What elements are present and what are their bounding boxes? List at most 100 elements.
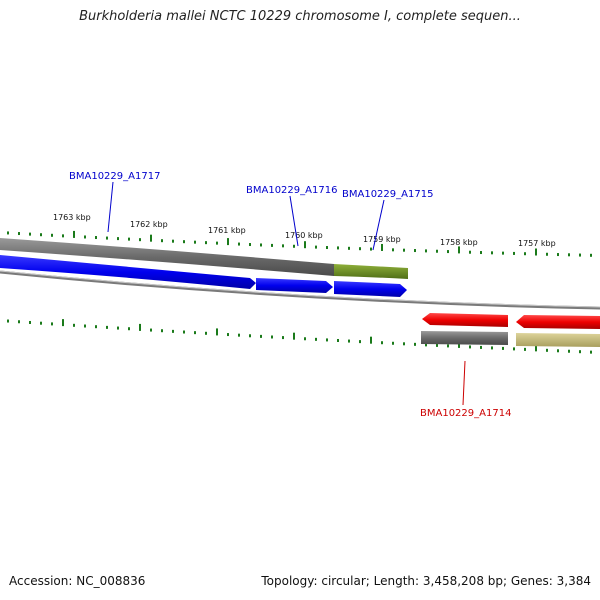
gc-mark: [183, 240, 185, 244]
gc-mark: [51, 322, 53, 326]
gc-mark: [172, 239, 174, 243]
gc-mark: [150, 234, 152, 242]
gc-mark: [348, 246, 350, 250]
gc-mark: [535, 248, 537, 256]
gene-arrow-A1716[interactable]: [256, 278, 333, 293]
gene-label-A1716[interactable]: BMA10229_A1716: [246, 185, 337, 196]
gc-mark: [579, 253, 581, 257]
leader-line: [289, 195, 299, 247]
cds-track-band: [0, 238, 334, 276]
gc-mark: [205, 241, 207, 245]
accession-label: Accession: NC_008836: [9, 574, 146, 588]
gene-label-A1717[interactable]: BMA10229_A1717: [69, 171, 160, 182]
gene-arrow-reverse-2[interactable]: [516, 315, 600, 329]
gc-mark: [304, 241, 306, 249]
gc-mark: [502, 251, 504, 255]
gc-mark: [403, 342, 405, 346]
gc-mark: [139, 238, 141, 242]
gc-mark: [117, 326, 119, 330]
tick-label: 1759 kbp: [363, 235, 401, 244]
gc-mark: [293, 244, 295, 248]
gene-arrow-A1717[interactable]: [0, 255, 256, 289]
gc-mark: [557, 253, 559, 257]
gc-mark: [249, 334, 251, 338]
gene-label-A1714[interactable]: BMA10229_A1714: [420, 408, 511, 419]
gc-mark: [535, 344, 537, 352]
gc-mark: [194, 331, 196, 335]
gc-mark: [337, 338, 339, 342]
gc-mark: [73, 323, 75, 327]
gc-mark: [260, 334, 262, 338]
genome-backbone: [0, 270, 600, 310]
gc-mark: [172, 329, 174, 333]
gc-mark: [271, 335, 273, 339]
gc-mark: [447, 344, 449, 348]
gc-mark: [84, 235, 86, 239]
gc-mark: [62, 319, 64, 327]
gc-mark: [106, 325, 108, 329]
gc-mark: [293, 332, 295, 340]
tick-label: 1763 kbp: [53, 213, 91, 222]
leader-line: [107, 181, 114, 233]
gc-mark: [29, 320, 31, 324]
gc-mark: [216, 328, 218, 336]
gc-mark: [557, 349, 559, 353]
gc-mark: [238, 333, 240, 337]
gc-mark: [40, 233, 42, 237]
gc-mark: [128, 237, 130, 241]
gc-mark: [161, 239, 163, 243]
feature-khaki: [516, 333, 600, 347]
gc-mark: [381, 243, 383, 251]
tick-label: 1758 kbp: [440, 238, 478, 247]
gene-label-A1715[interactable]: BMA10229_A1715: [342, 189, 433, 200]
gc-mark: [183, 330, 185, 334]
gc-mark: [546, 252, 548, 256]
gc-mark: [392, 341, 394, 345]
gc-mark: [447, 250, 449, 254]
gc-mark: [568, 349, 570, 353]
gc-mark: [590, 253, 592, 257]
gc-mark: [40, 321, 42, 325]
gc-mark: [282, 244, 284, 248]
gc-mark: [436, 249, 438, 253]
gc-mark: [469, 250, 471, 254]
leader-line: [462, 360, 466, 406]
gc-mark: [590, 350, 592, 354]
gc-mark: [491, 251, 493, 255]
gc-mark: [238, 242, 240, 246]
gc-mark: [106, 236, 108, 240]
tick-label: 1762 kbp: [130, 220, 168, 229]
leader-line: [372, 199, 385, 251]
gc-mark: [227, 333, 229, 337]
genome-summary: Topology: circular; Length: 3,458,208 bp…: [261, 574, 591, 588]
gc-mark: [524, 347, 526, 351]
gc-mark: [359, 247, 361, 251]
gc-mark: [370, 247, 372, 251]
gc-mark: [29, 232, 31, 236]
tick-label: 1760 kbp: [285, 231, 323, 240]
gc-mark: [337, 246, 339, 250]
gc-mark: [579, 350, 581, 354]
gene-arrow-A1714[interactable]: [422, 313, 508, 327]
gc-mark: [7, 319, 9, 323]
gc-mark: [469, 345, 471, 349]
tick-label: 1757 kbp: [518, 239, 556, 248]
gc-mark: [491, 346, 493, 350]
gc-mark: [128, 327, 130, 331]
gc-mark: [304, 337, 306, 341]
gc-mark: [326, 338, 328, 342]
gc-mark: [315, 245, 317, 249]
gc-mark: [480, 345, 482, 349]
gc-mark: [62, 234, 64, 238]
gc-mark: [249, 243, 251, 247]
gc-mark: [73, 230, 75, 238]
gc-mark: [205, 331, 207, 335]
gene-arrow-A1715[interactable]: [334, 281, 407, 297]
gc-mark: [414, 342, 416, 346]
gc-mark: [227, 238, 229, 246]
gc-mark: [282, 336, 284, 340]
gc-mark: [502, 346, 504, 350]
gc-mark: [95, 236, 97, 240]
gc-mark: [18, 320, 20, 324]
